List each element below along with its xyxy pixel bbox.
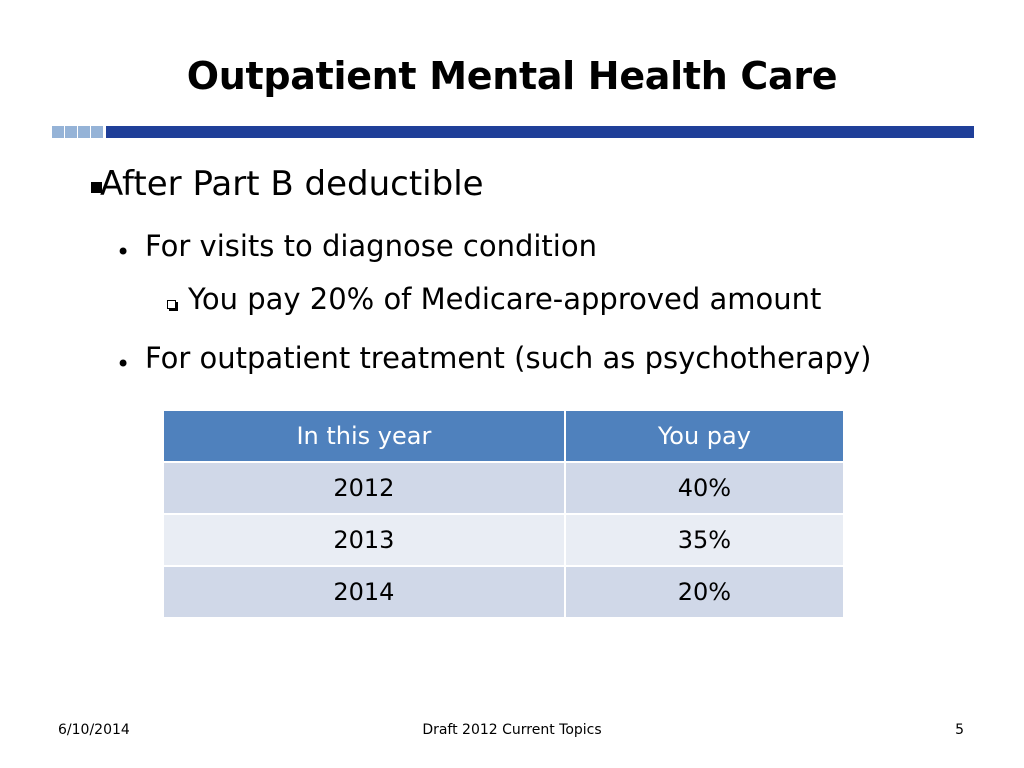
- footer-title: Draft 2012 Current Topics: [422, 722, 602, 738]
- table-cell-year: 2013: [162, 513, 566, 567]
- table-header-pay: You pay: [563, 409, 846, 463]
- bullet-text: For outpatient treatment (such as psycho…: [145, 341, 872, 375]
- table-cell-pay: 20%: [563, 565, 846, 619]
- copay-table: In this year You pay 2012 40% 2013 35% 2…: [162, 409, 846, 619]
- rule-bar: [106, 126, 974, 138]
- bullet-level3: You pay 20% of Medicare-approved amount: [167, 282, 822, 316]
- title-rule: [52, 126, 974, 138]
- table-row: 2014 20%: [162, 565, 846, 619]
- bullet-level2: • For outpatient treatment (such as psyc…: [116, 341, 872, 378]
- dot-bullet-icon: •: [116, 350, 131, 378]
- bullet-text: You pay 20% of Medicare-approved amount: [188, 282, 822, 316]
- bullet-text: For visits to diagnose condition: [145, 229, 597, 263]
- bullet-level1: After Part B deductible: [91, 164, 484, 204]
- rule-square: [52, 126, 64, 138]
- footer-page-number: 5: [955, 722, 964, 738]
- bullet-level2: • For visits to diagnose condition: [116, 229, 597, 266]
- footer-date: 6/10/2014: [58, 722, 130, 738]
- table-header-row: In this year You pay: [162, 409, 846, 463]
- table-cell-year: 2012: [162, 461, 566, 515]
- square-bullet-icon: [91, 182, 102, 193]
- table-header-year: In this year: [162, 409, 566, 463]
- rule-square: [78, 126, 90, 138]
- rule-square: [91, 126, 103, 138]
- slide-title: Outpatient Mental Health Care: [186, 54, 838, 98]
- rule-square: [65, 126, 77, 138]
- table-cell-pay: 35%: [563, 513, 846, 567]
- table-row: 2012 40%: [162, 461, 846, 515]
- table-cell-pay: 40%: [563, 461, 846, 515]
- dot-bullet-icon: •: [116, 238, 131, 266]
- table-cell-year: 2014: [162, 565, 566, 619]
- box-bullet-icon: [167, 300, 176, 309]
- table-row: 2013 35%: [162, 513, 846, 567]
- bullet-text: After Part B deductible: [100, 164, 484, 204]
